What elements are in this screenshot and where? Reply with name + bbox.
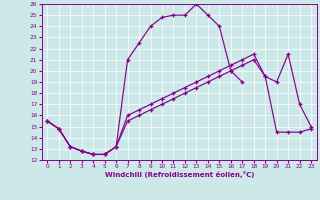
X-axis label: Windchill (Refroidissement éolien,°C): Windchill (Refroidissement éolien,°C) <box>105 171 254 178</box>
